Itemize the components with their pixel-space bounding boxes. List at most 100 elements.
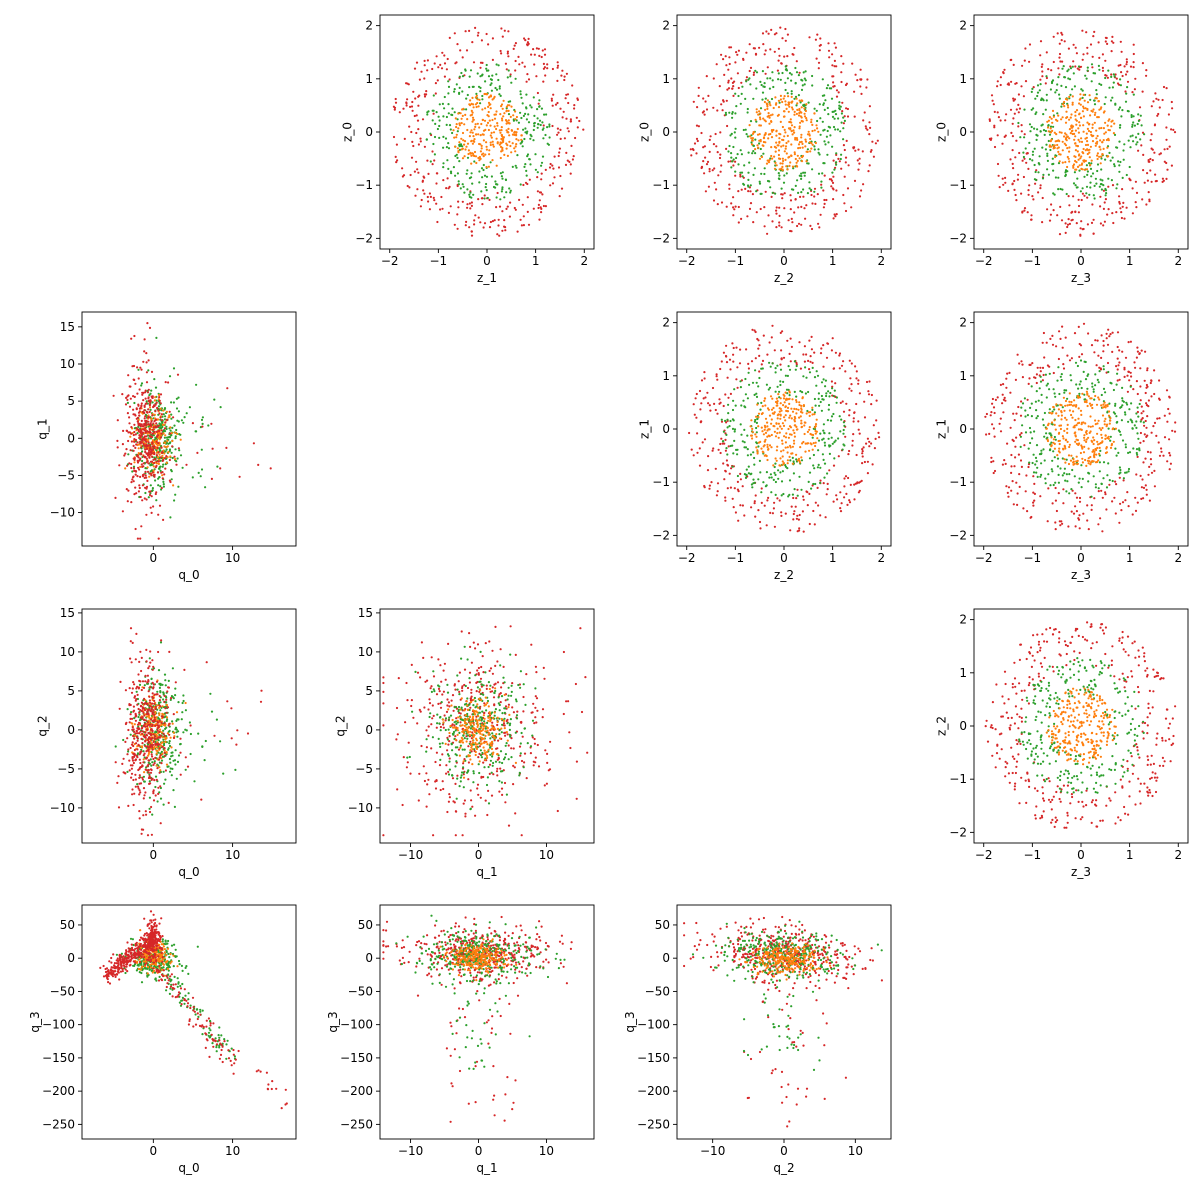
scatter-point	[745, 80, 748, 83]
scatter-point	[745, 348, 748, 351]
scatter-point	[755, 71, 759, 74]
scatter-point	[1018, 151, 1021, 155]
scatter-point	[779, 457, 782, 460]
scatter-point	[810, 118, 813, 121]
scatter-point	[500, 103, 504, 106]
scatter-point	[695, 152, 698, 155]
scatter-point	[1123, 143, 1126, 146]
scatter-point	[825, 356, 829, 359]
scatter-point	[174, 431, 177, 434]
scatter-point	[702, 397, 705, 400]
scatter-point	[846, 187, 850, 190]
scatter-point	[1127, 110, 1130, 113]
scatter-point	[712, 143, 716, 146]
scatter-point	[139, 465, 142, 468]
scatter-point	[834, 128, 837, 131]
scatter-point	[1049, 131, 1052, 134]
scatter-point	[1090, 133, 1093, 136]
scatter-point	[147, 423, 150, 426]
scatter-point	[1163, 436, 1167, 439]
scatter-point	[483, 194, 486, 197]
scatter-point	[1046, 520, 1049, 523]
scatter-point	[178, 449, 181, 452]
scatter-point	[784, 464, 787, 467]
scatter-point	[779, 471, 782, 474]
scatter-point	[556, 127, 560, 130]
scatter-point	[1089, 167, 1093, 170]
scatter-point	[499, 49, 502, 53]
scatter-point	[1100, 157, 1103, 160]
scatter-point	[1020, 124, 1023, 127]
scatter-point	[1021, 376, 1024, 379]
scatter-point	[1032, 198, 1035, 201]
scatter-point	[1090, 504, 1093, 507]
scatter-point	[1086, 196, 1089, 199]
scatter-point	[1017, 93, 1021, 96]
scatter-point	[741, 85, 744, 88]
scatter-point	[725, 99, 728, 102]
scatter-point	[148, 444, 151, 447]
scatter-point	[536, 126, 539, 129]
scatter-point	[1145, 493, 1148, 496]
scatter-point	[489, 143, 492, 147]
scatter-point	[1083, 160, 1086, 163]
scatter-point	[439, 63, 442, 66]
scatter-point	[158, 453, 161, 456]
scatter-point	[838, 352, 842, 355]
scatter-point	[763, 225, 766, 228]
scatter-point	[832, 394, 835, 398]
scatter-point	[840, 364, 844, 367]
scatter-point	[719, 153, 722, 156]
scatter-point	[818, 49, 821, 52]
scatter-point	[153, 378, 156, 381]
scatter-point	[747, 371, 750, 374]
scatter-point	[771, 220, 774, 223]
scatter-point	[784, 158, 787, 161]
scatter-point	[853, 498, 856, 501]
scatter-point	[727, 79, 730, 82]
scatter-point	[1020, 85, 1023, 88]
scatter-point	[1128, 178, 1132, 181]
scatter-point	[497, 224, 500, 227]
scatter-point	[169, 455, 172, 458]
scatter-point	[1104, 96, 1107, 99]
scatter-point	[508, 122, 511, 125]
x-tick-label: 1	[829, 551, 837, 565]
scatter-point	[705, 108, 709, 111]
scatter-point	[138, 388, 141, 391]
scatter-point	[525, 80, 528, 83]
scatter-point	[544, 168, 547, 171]
scatter-point	[1131, 187, 1134, 190]
scatter-point	[753, 393, 756, 396]
scatter-point	[162, 432, 165, 435]
scatter-point	[138, 484, 141, 487]
scatter-point	[825, 198, 828, 202]
scatter-point	[432, 94, 435, 97]
scatter-point	[1100, 126, 1103, 130]
scatter-point	[499, 131, 502, 134]
scatter-point	[541, 49, 544, 52]
scatter-point	[167, 451, 170, 454]
scatter-point	[845, 402, 848, 405]
scatter-point	[792, 129, 795, 132]
scatter-point	[1114, 103, 1117, 106]
scatter-point	[1112, 132, 1115, 135]
scatter-point	[732, 452, 735, 455]
scatter-point	[1081, 168, 1084, 171]
scatter-point	[731, 160, 734, 163]
scatter-point	[1013, 112, 1016, 115]
scatter-point	[782, 115, 786, 118]
scatter-point	[752, 451, 755, 454]
scatter-point	[457, 127, 460, 130]
scatter-points	[688, 324, 881, 533]
scatter-point	[445, 146, 448, 149]
scatter-point	[136, 441, 139, 444]
scatter-point	[725, 205, 728, 208]
scatter-point	[1100, 183, 1103, 186]
scatter-point	[1170, 164, 1173, 167]
scatter-point	[158, 412, 161, 415]
scatter-point	[1044, 148, 1047, 151]
scatter-point	[1072, 182, 1076, 185]
scatter-point	[525, 118, 529, 121]
scatter-point	[134, 473, 137, 476]
